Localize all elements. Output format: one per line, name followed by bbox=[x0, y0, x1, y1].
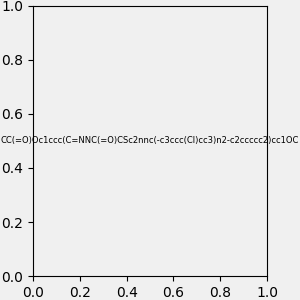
Text: CC(=O)Oc1ccc(C=NNC(=O)CSc2nnc(-c3ccc(Cl)cc3)n2-c2ccccc2)cc1OC: CC(=O)Oc1ccc(C=NNC(=O)CSc2nnc(-c3ccc(Cl)… bbox=[1, 136, 299, 146]
